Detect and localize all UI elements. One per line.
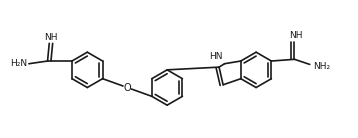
- Text: NH₂: NH₂: [313, 62, 330, 71]
- Text: NH: NH: [289, 31, 303, 40]
- Text: H₂N: H₂N: [10, 59, 27, 68]
- Text: NH: NH: [44, 33, 58, 42]
- Text: O: O: [124, 83, 131, 92]
- Text: HN: HN: [209, 52, 222, 61]
